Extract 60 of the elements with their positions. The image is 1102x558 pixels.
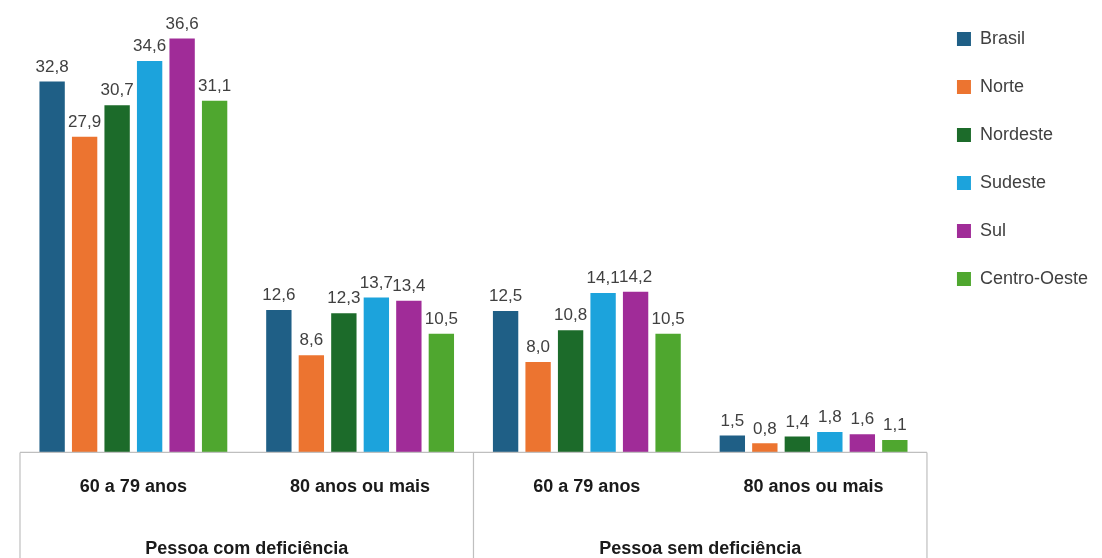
bar [525, 361, 551, 453]
legend-label: Nordeste [979, 123, 1053, 144]
bar [136, 61, 163, 453]
data-label: 12,3 [327, 288, 361, 308]
legend-label: Brasil [979, 27, 1025, 48]
text: Pessoa com deficiência [145, 538, 350, 558]
x-tick-label: 60 a 79 anos [79, 476, 187, 497]
bar [590, 292, 616, 453]
legend-label: Sul [979, 219, 1006, 240]
data-label: 32,8 [35, 56, 69, 76]
bar [557, 330, 584, 453]
data-label: 27,9 [68, 112, 102, 132]
data-label: 8,0 [526, 337, 550, 357]
data-label: 1,8 [818, 407, 842, 427]
data-label: 34,6 [133, 36, 167, 56]
data-label: 8,6 [299, 330, 324, 350]
bar [363, 297, 390, 453]
data-label: 10,5 [651, 308, 685, 328]
legend-label: Sudeste [979, 171, 1047, 192]
data-label: 14,2 [619, 266, 653, 286]
legend-label: Norte [979, 75, 1024, 96]
data-label: 13,4 [392, 276, 426, 296]
bar [104, 105, 130, 453]
data-label: 1,4 [785, 411, 810, 431]
bar [719, 435, 746, 453]
bar [752, 443, 778, 453]
bar [396, 300, 422, 453]
bar [492, 311, 519, 453]
bar [849, 434, 876, 453]
text: Pessoa sem deficiência [599, 538, 803, 558]
legend-label: Centro-Oeste [979, 267, 1088, 288]
x-tick-label: 80 anos ou mais [290, 476, 431, 497]
bar [71, 136, 98, 453]
bar [784, 436, 811, 453]
data-label: 1,1 [883, 415, 907, 435]
bar [622, 291, 649, 453]
data-label: 1,6 [850, 409, 875, 429]
bar [201, 100, 228, 453]
data-label: 12,6 [262, 285, 296, 305]
bar [882, 439, 908, 453]
bar [169, 38, 195, 453]
data-label: 1,5 [720, 410, 745, 430]
bar [331, 313, 357, 453]
data-label: 0,8 [753, 418, 777, 438]
bar [266, 309, 292, 453]
data-label: 12,5 [489, 286, 523, 306]
x-tick-label: 80 anos ou mais [743, 476, 884, 497]
bar [655, 333, 681, 453]
data-label: 30,7 [100, 80, 134, 100]
data-label: 14,1 [586, 268, 620, 288]
bar [39, 81, 65, 453]
data-label: 13,7 [359, 272, 393, 292]
data-label: 10,8 [554, 305, 588, 325]
data-label: 36,6 [165, 13, 199, 33]
bar [298, 355, 325, 453]
data-label: 10,5 [424, 308, 458, 328]
x-tick-label: 60 a 79 anos [533, 476, 641, 497]
bar [817, 432, 843, 453]
data-label: 31,1 [198, 75, 232, 95]
bar [428, 333, 455, 453]
